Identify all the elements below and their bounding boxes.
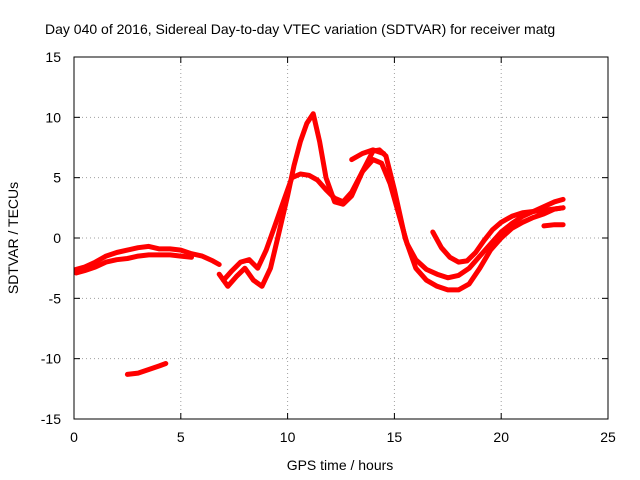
- series-track-6: [430, 205, 566, 265]
- y-tick-label: -5: [49, 290, 62, 306]
- series-track-5: [221, 157, 566, 283]
- x-tick-label: 20: [493, 429, 509, 445]
- x-tick-label: 25: [600, 429, 616, 445]
- y-tick-label: -10: [41, 351, 61, 367]
- x-tick-label: 0: [70, 429, 78, 445]
- y-tick-label: -15: [41, 411, 61, 427]
- series-track-2: [73, 252, 194, 276]
- y-tick-label: 10: [45, 109, 61, 125]
- grid-layer: [74, 57, 608, 419]
- series-track-3: [124, 361, 169, 377]
- series-track-4: [216, 111, 566, 293]
- series-track-1: [73, 243, 222, 272]
- tick-layer: 0 5 10 15 20 25 -15 -10 -5 0 5 10 15: [41, 49, 616, 445]
- series-track-8: [541, 222, 566, 229]
- chart-title: Day 040 of 2016, Sidereal Day-to-day VTE…: [45, 21, 555, 37]
- x-axis-label: GPS time / hours: [287, 457, 394, 473]
- y-tick-label: 15: [45, 49, 61, 65]
- y-tick-label: 0: [53, 230, 61, 246]
- x-tick-label: 15: [387, 429, 403, 445]
- series-layer: [73, 111, 566, 377]
- x-tick-label: 10: [280, 429, 296, 445]
- series-track-7: [349, 147, 387, 163]
- y-axis-label: SDTVAR / TECUs: [5, 182, 21, 294]
- y-tick-label: 5: [53, 170, 61, 186]
- x-tick-label: 5: [177, 429, 185, 445]
